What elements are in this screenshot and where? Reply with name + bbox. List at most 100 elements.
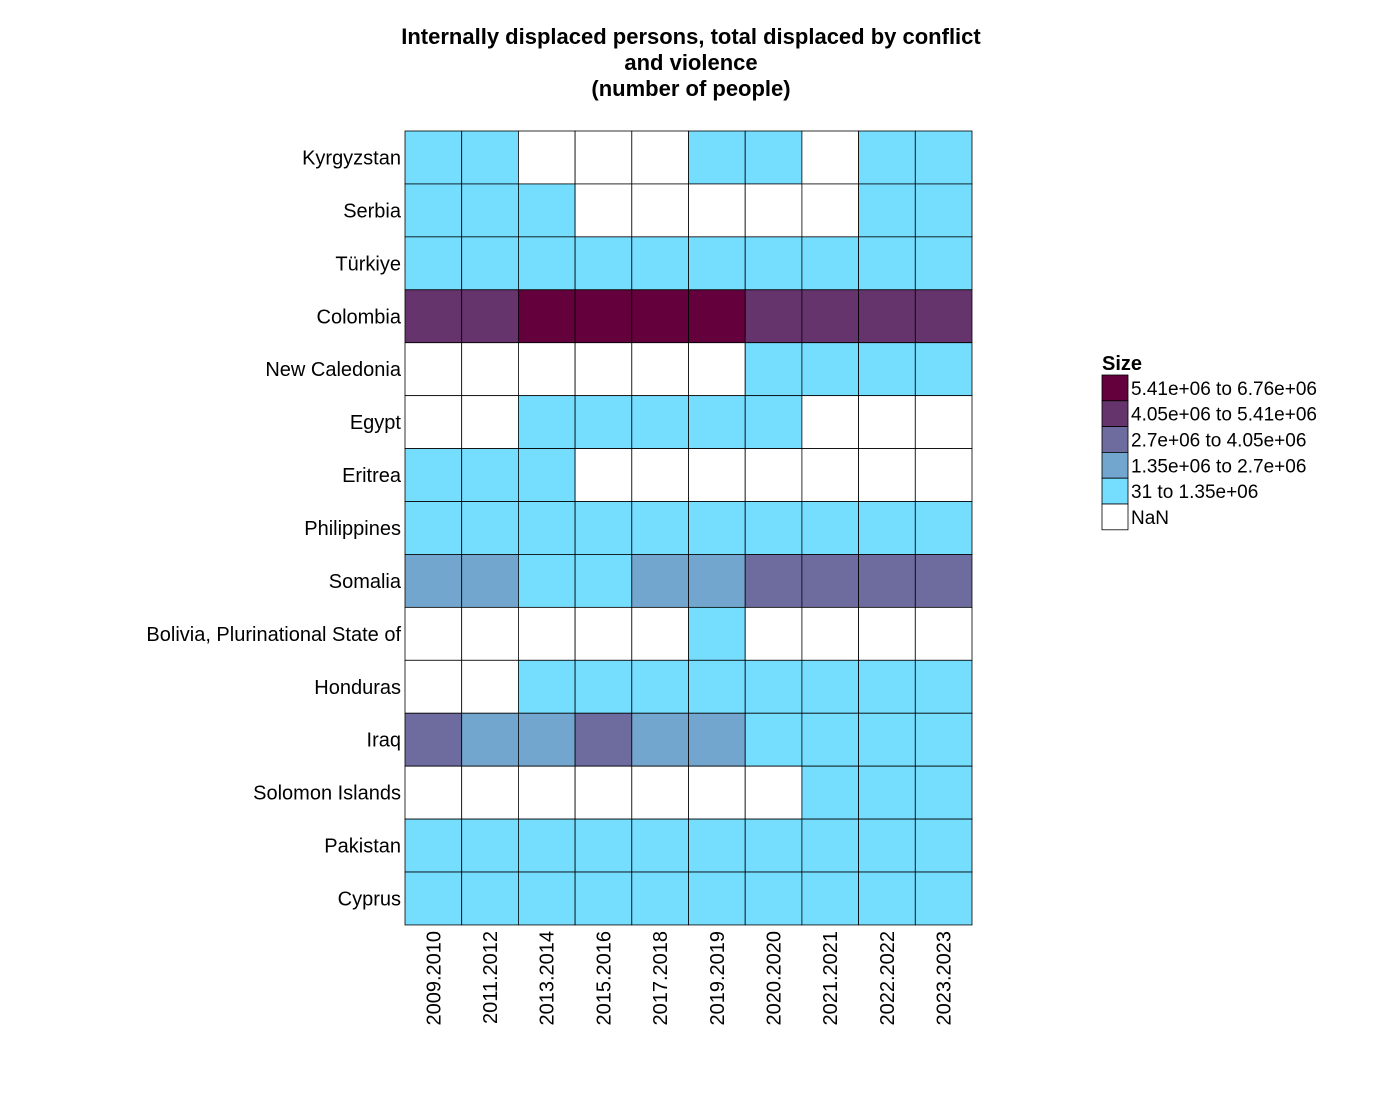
heatmap-cell (574, 130, 633, 185)
legend-swatch (1101, 503, 1129, 531)
heatmap-cell (461, 606, 519, 661)
heatmap-cell (858, 395, 916, 449)
heatmap-cell (801, 236, 860, 291)
heatmap-cell (631, 554, 689, 608)
heatmap-cell (574, 183, 633, 238)
row-label: Kyrgyzstan (302, 147, 401, 169)
heatmap-cell (688, 448, 746, 502)
column-label: 2023.2023 (934, 931, 956, 1026)
heatmap-cell (404, 236, 463, 291)
heatmap-cells (404, 130, 973, 926)
heatmap-cell (631, 501, 689, 555)
heatmap-cell (461, 871, 519, 926)
heatmap-cell (631, 448, 689, 502)
heatmap-cell (801, 554, 860, 608)
heatmap-cell (518, 183, 576, 238)
column-labels: 2009.2010 2011.2012 2013.2014 2015.2016 2017… (423, 931, 955, 1026)
column-label: 2019.2019 (707, 931, 729, 1026)
heatmap-cell (631, 606, 689, 661)
heatmap-cell (858, 712, 916, 767)
heatmap-cell (801, 818, 860, 873)
row-label: Serbia (343, 200, 402, 222)
heatmap-cell (518, 765, 576, 820)
heatmap-cell (461, 712, 519, 767)
column-label: 2015.2016 (593, 931, 615, 1026)
heatmap-cell (574, 659, 633, 714)
heatmap-cell (744, 236, 803, 291)
column-label: 2021.2021 (820, 931, 842, 1026)
heatmap-cell (574, 606, 633, 661)
heatmap-cell (688, 501, 746, 555)
row-label: Iraq (367, 730, 401, 752)
heatmap-cell (688, 765, 746, 820)
heatmap-cell (461, 395, 519, 449)
heatmap-cell (574, 765, 633, 820)
heatmap-cell (461, 659, 519, 714)
heatmap-cell (461, 448, 519, 502)
heatmap-cell (858, 554, 916, 608)
heatmap-cell (914, 606, 973, 661)
chart-title: Internally displaced persons, total disp… (401, 24, 981, 101)
heatmap-cell (914, 871, 973, 926)
heatmap-cell (574, 501, 633, 555)
heatmap-cell (518, 395, 576, 449)
legend-swatch (1101, 477, 1129, 505)
heatmap-cell (631, 712, 689, 767)
heatmap-cell (744, 501, 803, 555)
heatmap-cell (461, 501, 519, 555)
heatmap-cell (914, 659, 973, 714)
heatmap-cell (574, 871, 633, 926)
heatmap-cell (914, 501, 973, 555)
heatmap-cell (404, 289, 463, 344)
heatmap-cell (404, 130, 463, 185)
heatmap-cell (858, 236, 916, 291)
heatmap-cell (518, 448, 576, 502)
heatmap-cell (858, 871, 916, 926)
legend-label: 31 to 1.35e+06 (1131, 482, 1258, 503)
heatmap-cell (574, 395, 633, 449)
heatmap-cell (858, 765, 916, 820)
heatmap-cell (631, 183, 689, 238)
row-label: Cyprus (338, 888, 401, 910)
heatmap-cell (518, 659, 576, 714)
legend-title: Size (1102, 353, 1142, 375)
heatmap-cell (631, 130, 689, 185)
heatmap-cell (461, 183, 519, 238)
heatmap-cell (574, 712, 633, 767)
heatmap-cell (518, 130, 576, 185)
heatmap-cell (744, 554, 803, 608)
heatmap-cell (858, 342, 916, 397)
heatmap-cell (518, 554, 576, 608)
heatmap-cell (801, 289, 860, 344)
column-label: 2022.2022 (877, 931, 899, 1026)
heatmap-cell (518, 818, 576, 873)
heatmap-cell (914, 342, 973, 397)
heatmap-cell (518, 342, 576, 397)
legend-label: 1.35e+06 to 2.7e+06 (1131, 456, 1306, 477)
heatmap-cell (858, 289, 916, 344)
heatmap-cell (688, 130, 746, 185)
heatmap-cell (404, 183, 463, 238)
heatmap-cell (631, 765, 689, 820)
row-labels: Kyrgyzstan Serbia Türkiye Colombia New Caled… (146, 147, 401, 910)
heatmap-cell (858, 501, 916, 555)
legend: Size 5.41e+06 to 6.76e+06 4.05e+06 to 5.4… (1101, 353, 1317, 531)
heatmap-cell (404, 871, 463, 926)
row-label: New Caledonia (265, 359, 402, 381)
heatmap-cell (688, 289, 746, 344)
row-label: Philippines (304, 518, 401, 540)
legend-label: NaN (1131, 508, 1169, 529)
heatmap-cell (744, 130, 803, 185)
heatmap-cell (744, 606, 803, 661)
heatmap-cell (461, 342, 519, 397)
heatmap-cell (688, 342, 746, 397)
heatmap-cell (858, 448, 916, 502)
heatmap-cell (518, 236, 576, 291)
heatmap-cell (574, 342, 633, 397)
heatmap-cell (858, 659, 916, 714)
heatmap-cell (801, 606, 860, 661)
heatmap-cell (574, 554, 633, 608)
heatmap-cell (801, 765, 860, 820)
heatmap-cell (801, 448, 860, 502)
